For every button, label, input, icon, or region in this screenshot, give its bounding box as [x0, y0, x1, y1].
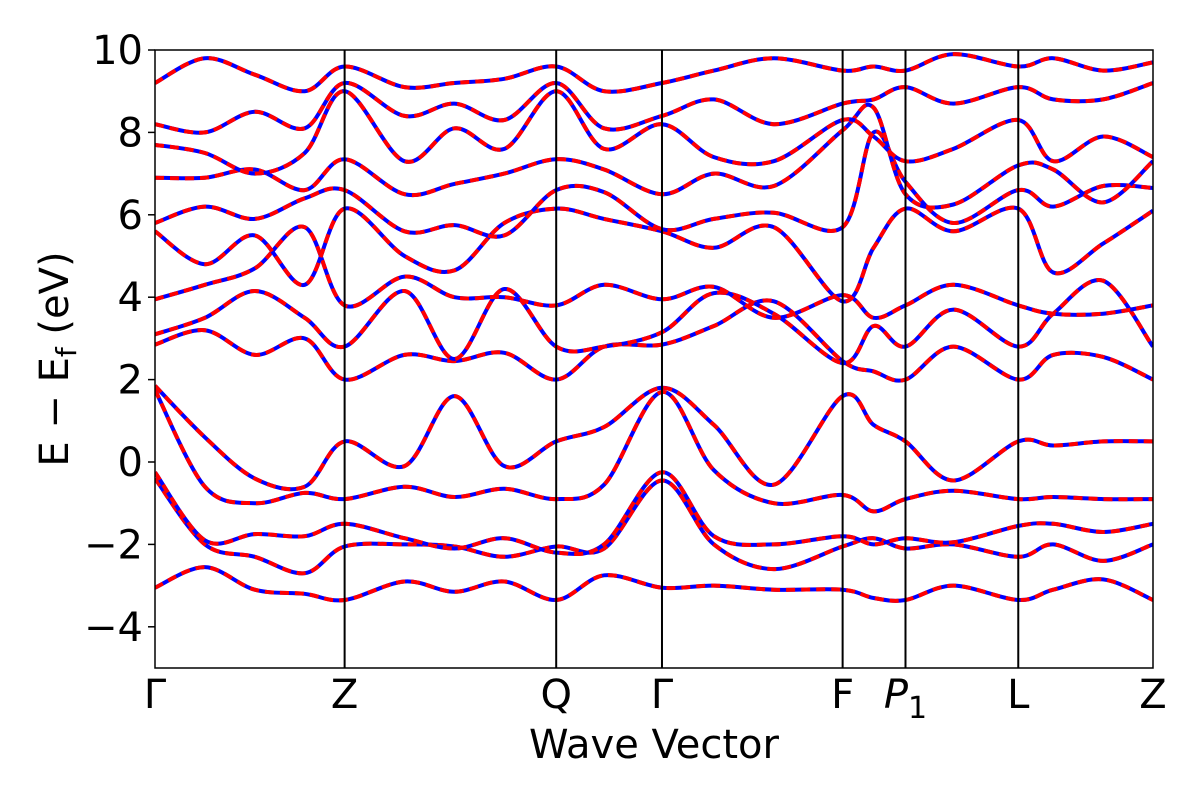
- x-tick-label-5: F: [831, 672, 854, 718]
- x-axis-label: Wave Vector: [529, 722, 780, 768]
- x-tick-label-3: Q: [540, 672, 571, 718]
- band-10-dft-line: [155, 129, 1153, 239]
- band-1-model-line: [155, 565, 1153, 603]
- high-symmetry-lines: [343, 50, 1020, 668]
- band-8-dft-line: [155, 224, 1153, 320]
- x-tick-label-2: Z: [331, 672, 358, 718]
- bands-layer: [155, 52, 1153, 603]
- x-tick-label-4: Γ: [651, 672, 674, 718]
- band-11-model-line: [155, 102, 1153, 210]
- band-12-dft-line: [155, 89, 1153, 176]
- band-12-model-line: [155, 89, 1153, 176]
- y-axis-label-unit: (eV): [32, 251, 78, 347]
- band-9-dft-line: [155, 205, 1153, 304]
- band-5-model-line: [155, 384, 1153, 492]
- y-axis-label-sub: f: [50, 346, 83, 357]
- x-tick-label-7: L: [1007, 672, 1030, 718]
- y-tick-label-8: 10: [92, 28, 143, 74]
- y-tick-label-6: 6: [118, 193, 143, 239]
- band-9-model-line: [155, 205, 1153, 304]
- y-tick-label-3: 0: [118, 440, 143, 486]
- y-tick-label-4: 2: [118, 358, 143, 404]
- band-14-model-line: [155, 52, 1153, 94]
- y-tick-label-7: 8: [118, 110, 143, 156]
- band-7-model-line: [155, 278, 1153, 366]
- band-10-model-line: [155, 129, 1153, 239]
- y-axis-ticks: −4 −2 0 2 4 6 8 10: [84, 28, 155, 651]
- x-tick-label-8: Z: [1139, 672, 1166, 718]
- band-6-model-line: [155, 298, 1153, 383]
- x-axis-ticks: Γ Z Q Γ F P1 L Z: [144, 672, 1167, 726]
- x-tick-label-6: P1: [884, 672, 927, 726]
- band-8-model-line: [155, 224, 1153, 320]
- x-tick-label-1: Γ: [144, 672, 167, 718]
- y-axis-label: E − Ef (eV): [32, 251, 83, 466]
- y-tick-label-2: −2: [84, 522, 143, 568]
- y-tick-label-1: −4: [84, 605, 143, 651]
- y-tick-label-5: 4: [118, 275, 143, 321]
- y-axis-label-main: E − E: [32, 357, 78, 467]
- band-7-dft-line: [155, 278, 1153, 366]
- plot-frame: [154, 49, 1154, 669]
